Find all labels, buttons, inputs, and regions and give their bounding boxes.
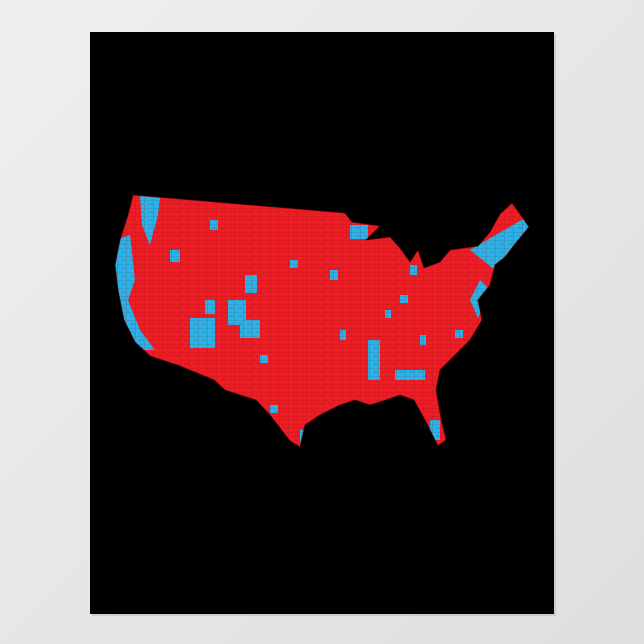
page: (() => { const data = JSON.parse(documen… — [0, 0, 644, 644]
poster-scene — [0, 0, 644, 644]
